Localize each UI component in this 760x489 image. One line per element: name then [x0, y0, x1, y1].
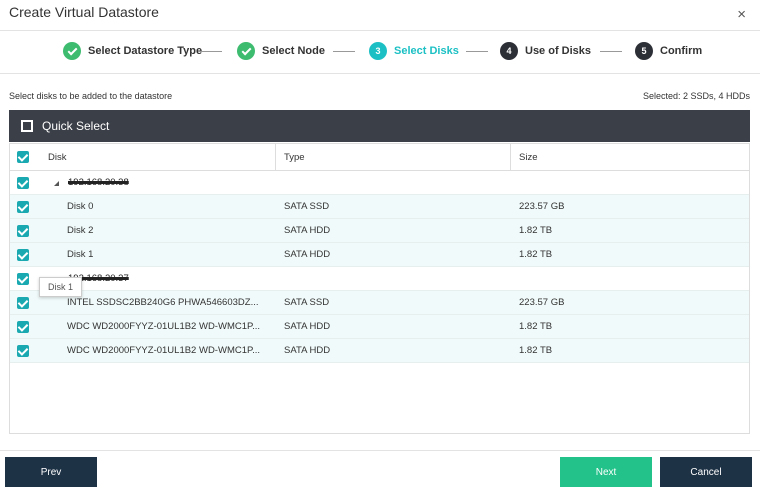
disk-type: SATA HDD	[284, 345, 331, 356]
tooltip: Disk 1	[39, 277, 83, 297]
selection-summary: Selected: 2 SSDs, 4 HDDs	[642, 91, 750, 101]
column-header: Size	[519, 151, 538, 163]
disk-size: 223.57 GB	[519, 201, 565, 212]
column-divider	[510, 144, 511, 170]
select-all-checkbox[interactable]	[17, 151, 29, 163]
step-connector	[466, 51, 488, 52]
step-icon: 4	[500, 42, 518, 60]
quick-select-bar[interactable]: Quick Select	[9, 110, 750, 142]
row-checkbox[interactable]	[17, 248, 29, 261]
row-checkbox[interactable]	[17, 296, 29, 309]
disk-name: Disk 0	[67, 201, 94, 212]
step-label: Select Datastore Type	[88, 45, 203, 57]
disk-type: SATA SSD	[284, 201, 330, 212]
disk-name: Disk 1	[67, 249, 94, 260]
group-row: 192.168.20.38	[10, 171, 749, 195]
disk-row: Disk 2 SATA HDD 1.82 TB	[10, 219, 749, 243]
node-address: 192.168.20.38	[68, 177, 129, 188]
prev-button[interactable]: Prev	[5, 457, 97, 487]
quick-select-label: Quick Select	[42, 119, 110, 133]
disk-row: WDC WD2000FYYZ-01UL1B2 WD-WMC1P... SATA H…	[10, 339, 749, 363]
disk-size: 1.82 TB	[519, 249, 553, 260]
divider	[0, 450, 760, 451]
step: Select Datastore Type	[63, 41, 202, 61]
step-label: Confirm	[660, 45, 703, 57]
disk-row: WDC WD2000FYYZ-01UL1B2 WD-WMC1P... SATA H…	[10, 315, 749, 339]
step-icon	[237, 42, 255, 60]
disk-name: Disk 2	[67, 225, 94, 236]
step: 5 Confirm	[635, 41, 702, 61]
step: 3 Select Disks	[369, 41, 459, 61]
step-label: Select Node	[262, 45, 325, 57]
expand-arrow[interactable]	[54, 181, 59, 186]
step-icon: 5	[635, 42, 653, 60]
step-icon	[63, 42, 81, 60]
disk-name: WDC WD2000FYYZ-01UL1B2 WD-WMC1P...	[67, 345, 261, 356]
group-row: 192.168.20.37	[10, 267, 749, 291]
step-connector	[333, 51, 355, 52]
row-checkbox[interactable]	[17, 320, 29, 333]
disk-type: SATA HDD	[284, 249, 331, 260]
disk-row: INTEL SSDSC2BB240G6 PHWA546603DZ... SATA …	[10, 291, 749, 315]
divider	[0, 73, 760, 74]
step-connector	[600, 51, 622, 52]
disk-size: 223.57 GB	[519, 297, 565, 308]
step-icon: 3	[369, 42, 387, 60]
step-label: Use of Disks	[525, 45, 592, 57]
disk-row: Disk 0 SATA SSD 223.57 GB	[10, 195, 749, 219]
step: Select Node	[237, 41, 325, 61]
column-header: Type	[284, 151, 305, 163]
disk-type: SATA HDD	[284, 321, 331, 332]
row-checkbox[interactable]	[17, 200, 29, 213]
disk-row: Disk 1 SATA HDD 1.82 TB	[10, 243, 749, 267]
node-address: 192.168.20.37	[68, 273, 129, 284]
table-header: Disk Type Size	[10, 144, 749, 171]
cancel-button[interactable]: Cancel	[660, 457, 752, 487]
disk-type: SATA HDD	[284, 225, 331, 236]
disk-table: Disk Type Size 192.168.20.38 Disk 0 SATA SSD 2…	[9, 143, 750, 434]
disk-size: 1.82 TB	[519, 321, 553, 332]
disk-name: WDC WD2000FYYZ-01UL1B2 WD-WMC1P...	[67, 321, 261, 332]
disk-size: 1.82 TB	[519, 345, 553, 356]
row-checkbox[interactable]	[17, 344, 29, 357]
row-checkbox[interactable]	[17, 176, 29, 189]
close-button[interactable]: ×	[737, 6, 746, 23]
step-connector	[200, 51, 222, 52]
divider	[0, 30, 760, 31]
row-checkbox[interactable]	[17, 224, 29, 237]
quick-select-icon	[21, 120, 33, 132]
disk-name: INTEL SSDSC2BB240G6 PHWA546603DZ...	[67, 297, 259, 308]
disk-size: 1.82 TB	[519, 225, 553, 236]
step: 4 Use of Disks	[500, 41, 591, 61]
column-divider	[275, 144, 276, 170]
column-header: Disk	[48, 151, 67, 163]
dialog-title: Create Virtual Datastore	[9, 4, 159, 20]
instruction: Select disks to be added to the datastor…	[9, 91, 173, 101]
next-button[interactable]: Next	[560, 457, 652, 487]
disk-type: SATA SSD	[284, 297, 330, 308]
row-checkbox[interactable]	[17, 272, 29, 285]
step-label: Select Disks	[394, 45, 459, 57]
